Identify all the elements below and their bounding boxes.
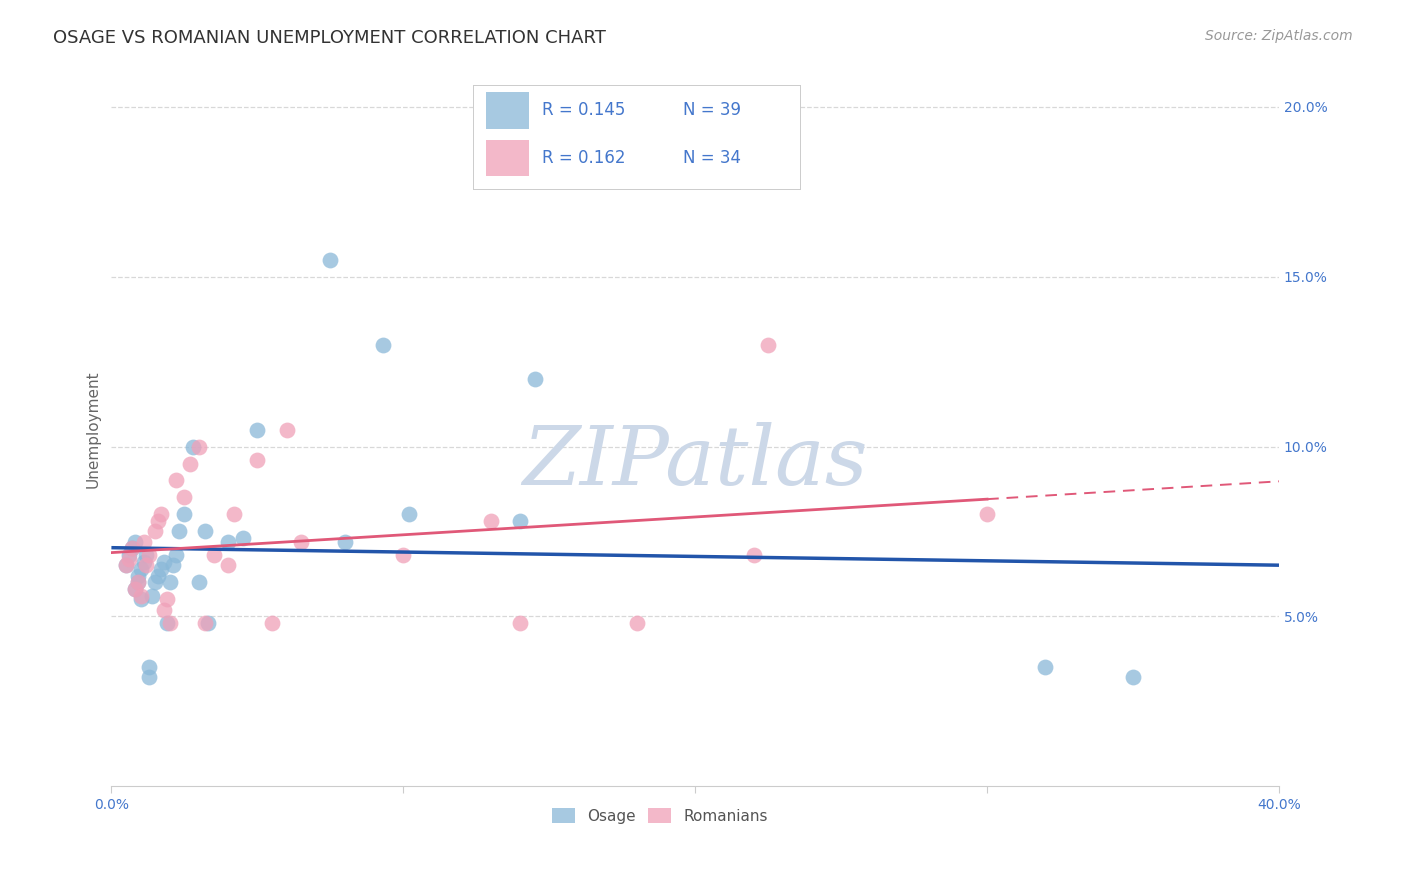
Point — [129, 589, 152, 603]
Point — [127, 568, 149, 582]
Point — [146, 568, 169, 582]
Point — [173, 491, 195, 505]
Point — [194, 524, 217, 539]
Point — [159, 575, 181, 590]
Point — [509, 616, 531, 631]
Point — [118, 551, 141, 566]
Point — [143, 524, 166, 539]
Point — [232, 531, 254, 545]
Point — [150, 562, 173, 576]
Point — [742, 548, 765, 562]
Text: Source: ZipAtlas.com: Source: ZipAtlas.com — [1205, 29, 1353, 43]
Point — [173, 508, 195, 522]
Point — [115, 558, 138, 573]
Point — [188, 440, 211, 454]
Point — [371, 337, 394, 351]
Point — [143, 575, 166, 590]
Point — [121, 541, 143, 556]
Point — [217, 558, 239, 573]
Y-axis label: Unemployment: Unemployment — [86, 371, 100, 488]
Point — [138, 670, 160, 684]
Text: ZIPatlas: ZIPatlas — [523, 422, 868, 501]
Point — [124, 534, 146, 549]
Point — [756, 337, 779, 351]
Point — [181, 440, 204, 454]
Point — [132, 555, 155, 569]
Point — [146, 514, 169, 528]
Point — [132, 534, 155, 549]
Point — [246, 453, 269, 467]
Point — [392, 548, 415, 562]
Legend: Osage, Romanians: Osage, Romanians — [547, 802, 775, 830]
Point — [333, 534, 356, 549]
Point — [165, 548, 187, 562]
Point — [124, 582, 146, 596]
Point — [197, 616, 219, 631]
Point — [150, 508, 173, 522]
Point — [167, 524, 190, 539]
Point — [156, 616, 179, 631]
Point — [159, 616, 181, 631]
Point — [156, 592, 179, 607]
Point — [1122, 670, 1144, 684]
Point — [129, 562, 152, 576]
Point — [260, 616, 283, 631]
Point — [153, 555, 176, 569]
Point — [115, 558, 138, 573]
Point — [118, 548, 141, 562]
Point — [509, 514, 531, 528]
Point — [129, 592, 152, 607]
Point — [188, 575, 211, 590]
Text: OSAGE VS ROMANIAN UNEMPLOYMENT CORRELATION CHART: OSAGE VS ROMANIAN UNEMPLOYMENT CORRELATI… — [53, 29, 606, 46]
Point — [141, 589, 163, 603]
Point — [222, 508, 245, 522]
Point — [162, 558, 184, 573]
Point — [121, 541, 143, 556]
Point — [135, 558, 157, 573]
Point — [135, 548, 157, 562]
Point — [179, 457, 201, 471]
Point — [165, 474, 187, 488]
Point — [290, 534, 312, 549]
Point — [127, 575, 149, 590]
Point — [127, 575, 149, 590]
Point — [976, 508, 998, 522]
Point — [194, 616, 217, 631]
Point — [124, 582, 146, 596]
Point — [138, 660, 160, 674]
Point — [479, 514, 502, 528]
Point — [217, 534, 239, 549]
Point — [246, 423, 269, 437]
Point — [1035, 660, 1057, 674]
Point — [319, 252, 342, 267]
Point — [202, 548, 225, 562]
Point — [276, 423, 298, 437]
Point — [398, 508, 420, 522]
Point — [153, 602, 176, 616]
Point — [626, 616, 648, 631]
Point — [523, 371, 546, 385]
Point — [138, 548, 160, 562]
